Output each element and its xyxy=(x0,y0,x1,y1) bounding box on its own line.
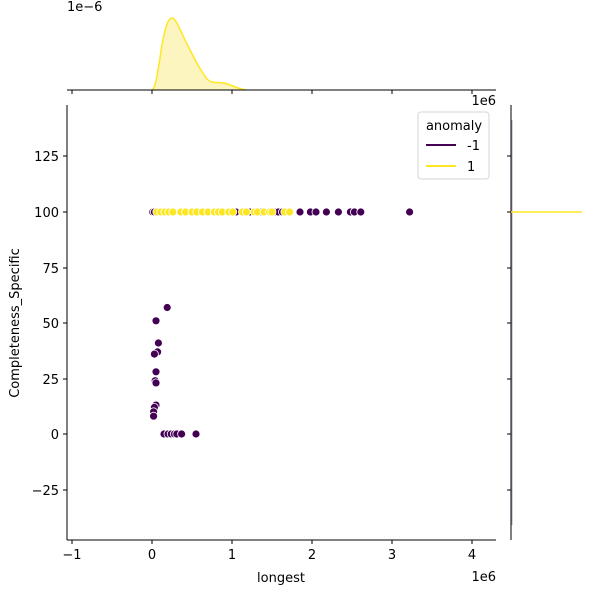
right-marginal-scale-label: 1e6 xyxy=(471,94,496,109)
data-point-anomaly-1 xyxy=(267,207,277,217)
right-marginal-ticks xyxy=(507,155,511,491)
x-ticks xyxy=(71,540,473,544)
top-marginal-kde: 1e−6 1e6 xyxy=(67,0,496,109)
data-point-anomaly-neg1 xyxy=(177,429,187,439)
scatter-points xyxy=(148,207,415,439)
y-ticks xyxy=(63,155,67,491)
data-point-anomaly-neg1 xyxy=(333,207,343,217)
x-tick-label: 1 xyxy=(228,548,236,563)
top-marginal-ticks xyxy=(71,90,473,94)
data-point-anomaly-neg1 xyxy=(191,429,201,439)
data-point-anomaly-neg1 xyxy=(149,349,159,359)
data-point-anomaly-neg1 xyxy=(151,316,161,326)
y-tick-label: 100 xyxy=(34,206,59,221)
x-tick-labels: −1 0 1 2 3 4 xyxy=(62,548,476,563)
x-axis-label: longest xyxy=(257,571,305,586)
top-marginal-scale-label: 1e−6 xyxy=(67,0,102,15)
y-tick-label: 50 xyxy=(42,317,59,332)
legend: anomaly -1 1 xyxy=(417,111,490,180)
y-tick-label: 25 xyxy=(42,373,59,388)
y-tick-label: 0 xyxy=(51,428,59,443)
data-point-anomaly-1 xyxy=(285,207,295,217)
data-point-anomaly-1 xyxy=(241,207,251,217)
data-point-anomaly-1 xyxy=(168,207,178,217)
data-point-anomaly-neg1 xyxy=(295,207,305,217)
x-tick-label: 0 xyxy=(148,548,156,563)
kde-fill-anomaly-1 xyxy=(152,18,246,90)
kde-line-anomaly-1 xyxy=(151,17,247,91)
y-tick-labels: −25 0 25 50 75 100 125 xyxy=(32,150,59,499)
x-tick-label: −1 xyxy=(62,548,81,563)
y-axis-label: Completeness_Specific xyxy=(8,248,23,398)
legend-title: anomaly xyxy=(426,119,482,134)
data-point-anomaly-neg1 xyxy=(311,207,321,217)
data-point-anomaly-neg1 xyxy=(151,378,161,388)
data-point-anomaly-1 xyxy=(228,207,238,217)
main-axes: −1 0 1 2 3 4 1e6 longest −25 0 25 50 75 … xyxy=(8,105,496,586)
y-tick-label: 75 xyxy=(42,262,59,277)
data-point-anomaly-neg1 xyxy=(151,367,161,377)
right-marginal-kde xyxy=(507,105,582,540)
x-scale-label: 1e6 xyxy=(471,570,496,585)
data-point-anomaly-neg1 xyxy=(356,207,366,217)
data-point-anomaly-neg1 xyxy=(321,207,331,217)
data-point-anomaly-neg1 xyxy=(405,207,415,217)
legend-label-1: 1 xyxy=(467,160,475,175)
y-tick-label: −25 xyxy=(32,484,59,499)
legend-label-neg1: -1 xyxy=(467,139,480,154)
data-point-anomaly-neg1 xyxy=(149,411,159,421)
x-tick-label: 3 xyxy=(388,548,396,563)
x-tick-label: 4 xyxy=(468,548,476,563)
y-tick-label: 125 xyxy=(34,150,59,165)
data-point-anomaly-neg1 xyxy=(153,338,163,348)
x-tick-label: 2 xyxy=(308,548,316,563)
data-point-anomaly-neg1 xyxy=(162,303,172,312)
